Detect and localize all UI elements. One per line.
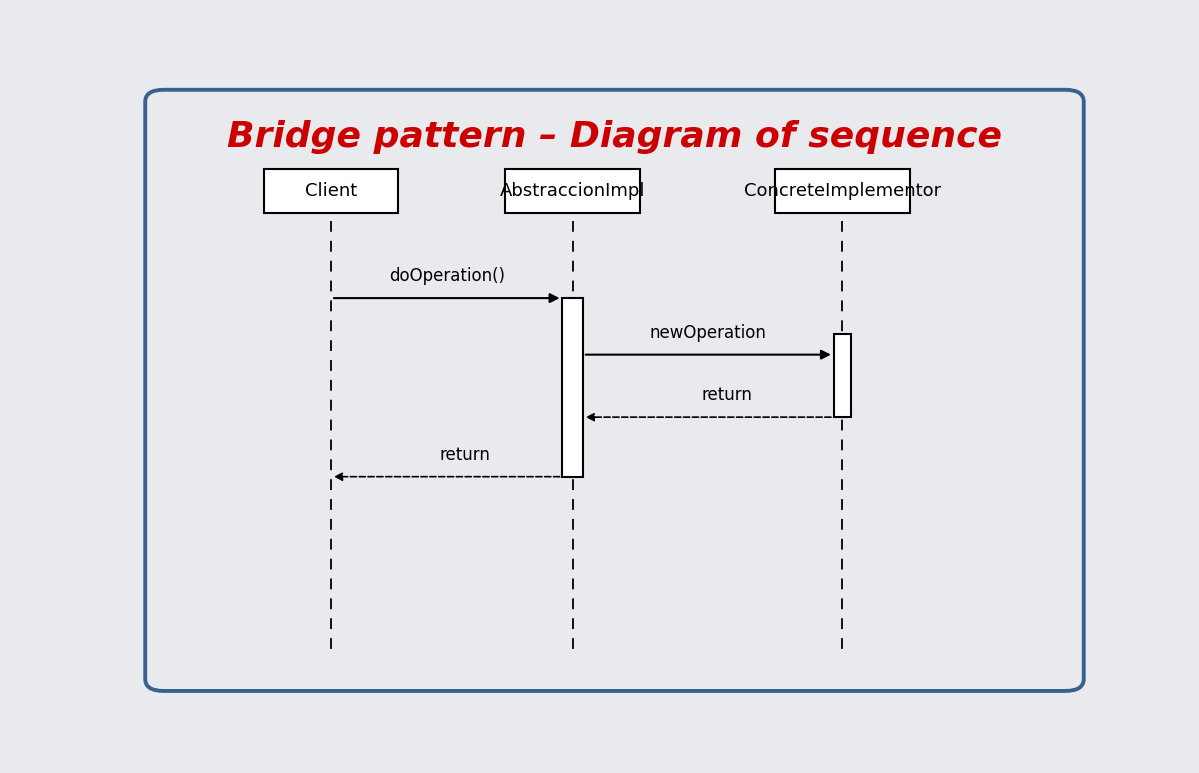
Text: doOperation(): doOperation() bbox=[388, 267, 505, 285]
Bar bbox=[505, 169, 640, 213]
Bar bbox=[833, 334, 850, 417]
Text: return: return bbox=[701, 386, 752, 404]
Bar bbox=[562, 298, 583, 477]
Bar bbox=[264, 169, 398, 213]
Bar bbox=[775, 169, 910, 213]
Text: Client: Client bbox=[305, 182, 357, 200]
Text: AbstraccionImpl: AbstraccionImpl bbox=[500, 182, 645, 200]
Text: ConcreteImplementor: ConcreteImplementor bbox=[743, 182, 941, 200]
Text: return: return bbox=[440, 445, 490, 464]
FancyBboxPatch shape bbox=[145, 90, 1084, 691]
Text: Bridge pattern – Diagram of sequence: Bridge pattern – Diagram of sequence bbox=[227, 121, 1002, 155]
Text: newOperation: newOperation bbox=[650, 324, 767, 342]
